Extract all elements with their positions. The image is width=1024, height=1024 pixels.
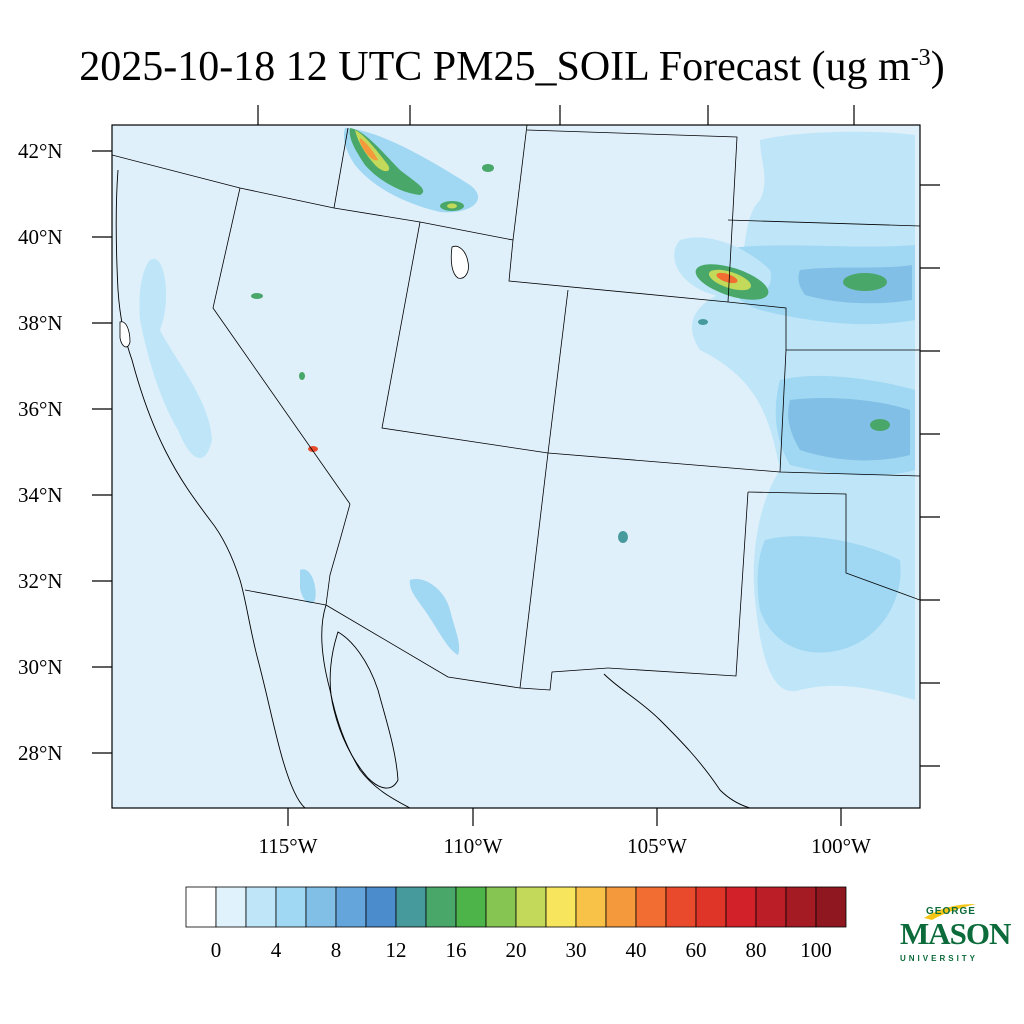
colorbar-label: 30 [565,938,587,962]
hotspot-montana [482,164,494,172]
colorbar-box [185,886,217,928]
colorbar-box [785,886,817,928]
colorbar-box [455,886,487,928]
colorbar-box [245,886,277,928]
colorbar-box [605,886,637,928]
page-title: 2025-10-18 12 UTC PM25_SOIL Forecast (ug… [0,30,1024,95]
field-patch-arizona [409,579,460,655]
colorbar-box [275,886,307,928]
lon-label: 110°W [443,834,503,858]
colorbar-box [215,886,247,928]
logo-swoosh-icon [924,904,976,920]
colorbar-box [305,886,337,928]
lat-label: 38°N [18,311,63,335]
lon-label: 100°W [811,834,871,858]
field-patch-texas [757,536,901,653]
colorbar-label: 60 [685,938,707,962]
university-logo: GEORGE MASON UNIVERSITY [896,902,1011,972]
field-patch-baja-border [300,569,316,604]
coastline [115,169,751,808]
hotspot-nevada-small [299,372,305,380]
colorbar-box [665,886,697,928]
map-frame [111,124,921,809]
concentration-field [139,128,915,701]
colorbar-box [545,886,577,928]
lon-label: 115°W [258,834,318,858]
colorbar-box [425,886,457,928]
hotspot-idaho-core [359,138,378,161]
colorbar-label: 80 [745,938,767,962]
hotspot-utah [251,293,263,299]
lat-label: 36°N [18,397,63,421]
hotspot-idaho-small-core [447,203,457,209]
colorbar-box [635,886,667,928]
title-superscript: -3 [910,45,931,71]
colorbar-box [725,886,757,928]
hotspot-oklahoma [870,419,890,431]
colorbar-box [395,886,427,928]
colorbar-box [815,886,847,928]
lat-label: 30°N [18,655,63,679]
colorbar-box [335,886,367,928]
hotspot-nm [618,531,628,543]
colorbar-label: 12 [385,938,407,962]
colorbar-box [515,886,547,928]
title-closing: ) [930,44,945,90]
field-patch-california [139,258,212,459]
colorbar-boxes [185,886,847,928]
hotspot-colorado-small [698,319,708,325]
hotspot-colorado-core [716,272,738,284]
colorbar-label: 40 [625,938,647,962]
title-text: 2025-10-18 12 UTC PM25_SOIL Forecast (ug… [79,44,911,90]
map-ticks [92,105,940,826]
field-patch-oklahoma-dark [788,398,910,461]
logo-mason: MASON [900,916,1011,951]
state-boundaries [112,125,920,691]
lat-label: 32°N [18,569,63,593]
colorbar-label: 100 [800,938,832,962]
lat-label: 28°N [18,741,63,765]
colorbar-label: 20 [505,938,527,962]
colorbar-box [755,886,787,928]
colorbar-box [695,886,727,928]
logo-university: UNIVERSITY [900,954,979,963]
colorbar-box [365,886,397,928]
lat-label: 42°N [18,139,63,163]
colorbar-box [485,886,517,928]
lon-label: 105°W [627,834,687,858]
lat-label: 34°N [18,483,63,507]
lat-label: 40°N [18,225,63,249]
colorbar-box [575,886,607,928]
hotspot-kansas [843,273,887,291]
colorbar-label: 4 [270,938,282,962]
colorbar-label: 0 [210,938,222,962]
lakes [119,245,469,348]
colorbar-label: 16 [445,938,467,962]
colorbar-label: 8 [330,938,342,962]
logo-george: GEORGE [926,906,976,917]
